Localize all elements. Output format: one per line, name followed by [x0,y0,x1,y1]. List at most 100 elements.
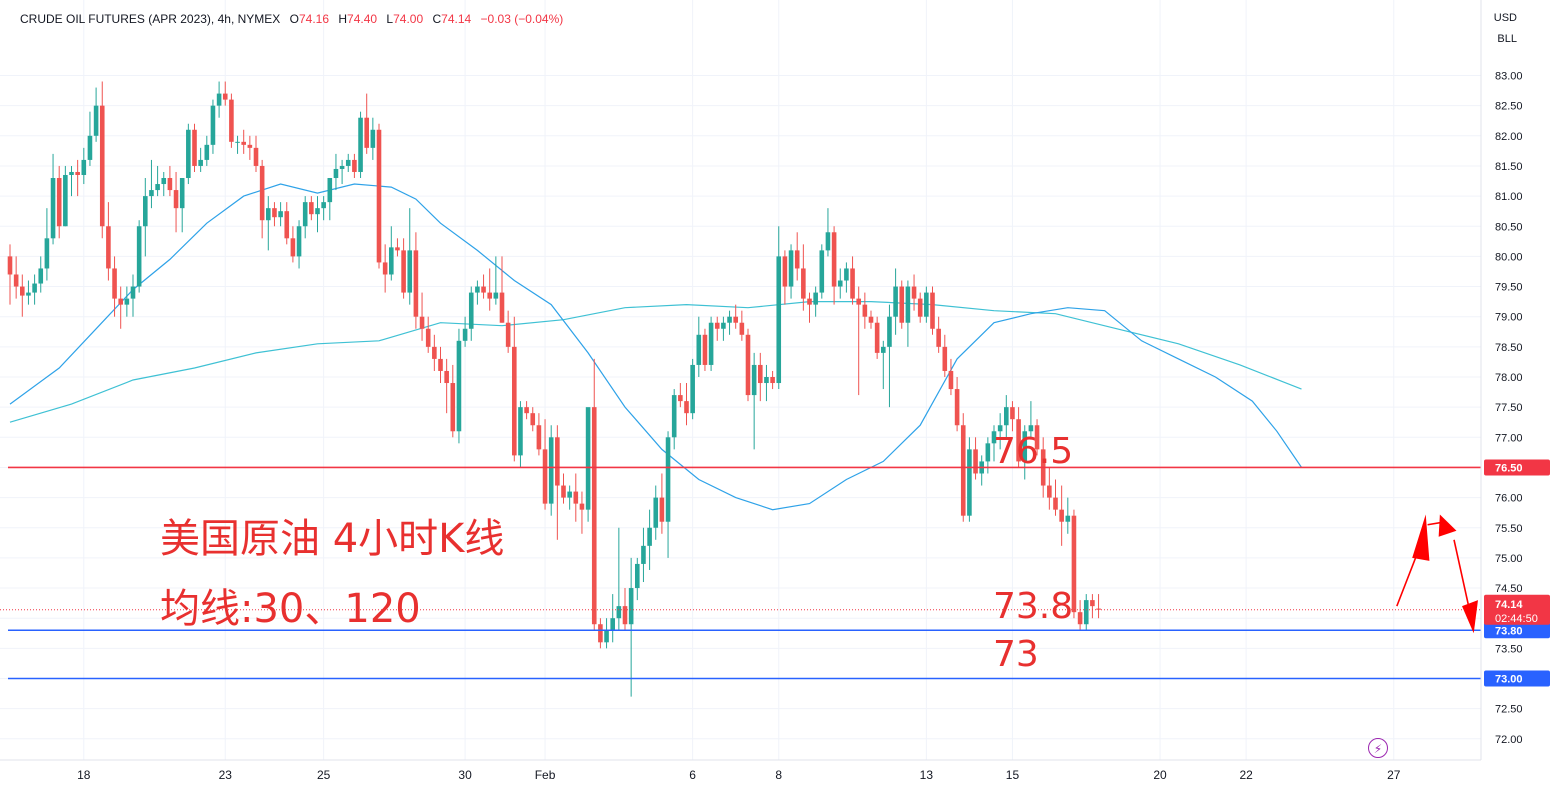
candle [468,286,474,341]
candle [801,244,806,311]
candle [874,316,880,359]
time-axis[interactable]: 18 23 25 30 Feb 6 8 13 15 20 22 27 [77,768,1401,782]
candle-body [690,364,695,414]
candle [149,159,154,209]
candle [991,425,997,462]
candle [782,250,788,305]
price-tick-label: 72.50 [1495,704,1523,716]
price-tick-label: 72.00 [1495,734,1523,746]
change-value: −0.03 (−0.04%) [480,12,564,26]
candle-body [960,425,966,516]
currency-label[interactable]: USD [1493,12,1517,24]
arrow-top-head [1438,514,1457,537]
candle [604,618,609,649]
time-tick-label: 18 [77,768,91,782]
candle-body [930,292,935,329]
candle-body [143,196,148,227]
candle-body [967,449,972,516]
candle-body [635,563,640,589]
candle [856,286,861,396]
low-value: 74.00 [393,12,424,26]
price-tick-label: 79.50 [1495,282,1523,294]
grid-lines [0,0,1481,760]
candle-body [684,401,689,414]
high-value: 74.40 [347,12,378,26]
ma120-line [9,301,1302,423]
candle-body [204,144,210,160]
symbol-title[interactable]: CRUDE OIL FUTURES (APR 2023), 4h, NYMEX [20,12,281,26]
candle-body [401,250,406,293]
price-tick-label: 73.50 [1495,643,1523,655]
candle-body [38,268,44,284]
candle-body [50,178,56,239]
candle-body [309,202,314,215]
candle [524,401,529,420]
candle-body [825,232,831,251]
candle-body [518,407,523,456]
candle-body [481,286,486,293]
candle-body [671,395,677,438]
lightning-icon[interactable]: ⚡ [1368,738,1388,758]
badge-7380: 73.80 [1484,622,1550,639]
candle [345,153,351,172]
candle-body [99,105,105,227]
candle [647,509,652,570]
candle [235,135,240,154]
candle-body [887,316,892,347]
candle-body [475,286,480,293]
candle [327,178,333,221]
candle [229,93,234,148]
badge-7650-text: 76.50 [1495,462,1523,474]
close-value: 74.14 [441,12,472,26]
arrow-down-head [1462,600,1479,634]
candle-body [1077,612,1083,625]
candle-body [868,316,874,323]
unit-label[interactable]: BLL [1497,33,1517,45]
price-tick-label: 81.50 [1495,161,1523,173]
time-tick-label: 8 [775,768,782,782]
candle [179,178,185,233]
candle-body [438,358,443,371]
candle-body [844,268,849,281]
candle-body [1053,497,1058,510]
forecast-arrows [1396,514,1479,634]
price-tick-label: 74.50 [1495,583,1523,595]
candle [1047,467,1052,510]
price-axis[interactable]: 83.00 82.50 82.00 81.50 81.00 80.50 80.00 79.50… [1495,71,1523,746]
candle-body [124,298,130,305]
candle [936,316,941,353]
candle [93,87,99,142]
candle [50,153,56,245]
candle-body [358,117,363,172]
candle-body [69,171,74,175]
candle [407,208,413,305]
annotation-title: 美国原油 4小时K线 [160,516,504,562]
candle-body [579,503,585,510]
candle-body [598,624,603,643]
candle [81,147,87,185]
candle-body [364,117,369,148]
candle [893,268,898,335]
candle-body [770,377,775,384]
candle [641,527,646,583]
candle-body [210,105,216,145]
candle-body [229,99,234,142]
candle-body [487,292,492,299]
candle-body [315,208,320,215]
candle [38,256,44,293]
candle-body [321,202,326,209]
candle [99,81,105,239]
candle [462,316,468,347]
candle [395,238,400,257]
candle [671,389,677,450]
candle [807,292,812,323]
badge-7650: 76.50 [1484,459,1550,476]
candle [924,286,929,323]
candle [561,473,566,504]
candle [862,292,868,329]
candle [714,316,720,341]
candle-body [837,280,843,287]
candle-body [1047,485,1052,498]
arrow-up-head [1412,514,1430,561]
